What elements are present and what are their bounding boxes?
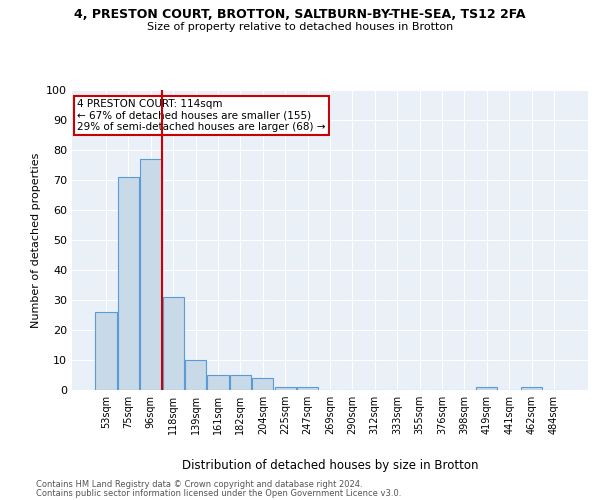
Bar [118, 177, 139, 390]
Bar [163, 297, 184, 390]
Bar [521, 387, 542, 390]
Text: Distribution of detached houses by size in Brotton: Distribution of detached houses by size … [182, 460, 478, 472]
Text: 4, PRESTON COURT, BROTTON, SALTBURN-BY-THE-SEA, TS12 2FA: 4, PRESTON COURT, BROTTON, SALTBURN-BY-T… [74, 8, 526, 20]
Text: Contains HM Land Registry data © Crown copyright and database right 2024.: Contains HM Land Registry data © Crown c… [36, 480, 362, 489]
Y-axis label: Number of detached properties: Number of detached properties [31, 152, 41, 328]
Bar [140, 159, 161, 390]
Bar [208, 375, 229, 390]
Text: 4 PRESTON COURT: 114sqm
← 67% of detached houses are smaller (155)
29% of semi-d: 4 PRESTON COURT: 114sqm ← 67% of detache… [77, 99, 326, 132]
Bar [476, 387, 497, 390]
Text: Contains public sector information licensed under the Open Government Licence v3: Contains public sector information licen… [36, 489, 401, 498]
Bar [275, 387, 296, 390]
Bar [297, 387, 318, 390]
Text: Size of property relative to detached houses in Brotton: Size of property relative to detached ho… [147, 22, 453, 32]
Bar [185, 360, 206, 390]
Bar [252, 378, 274, 390]
Bar [95, 312, 117, 390]
Bar [230, 375, 251, 390]
